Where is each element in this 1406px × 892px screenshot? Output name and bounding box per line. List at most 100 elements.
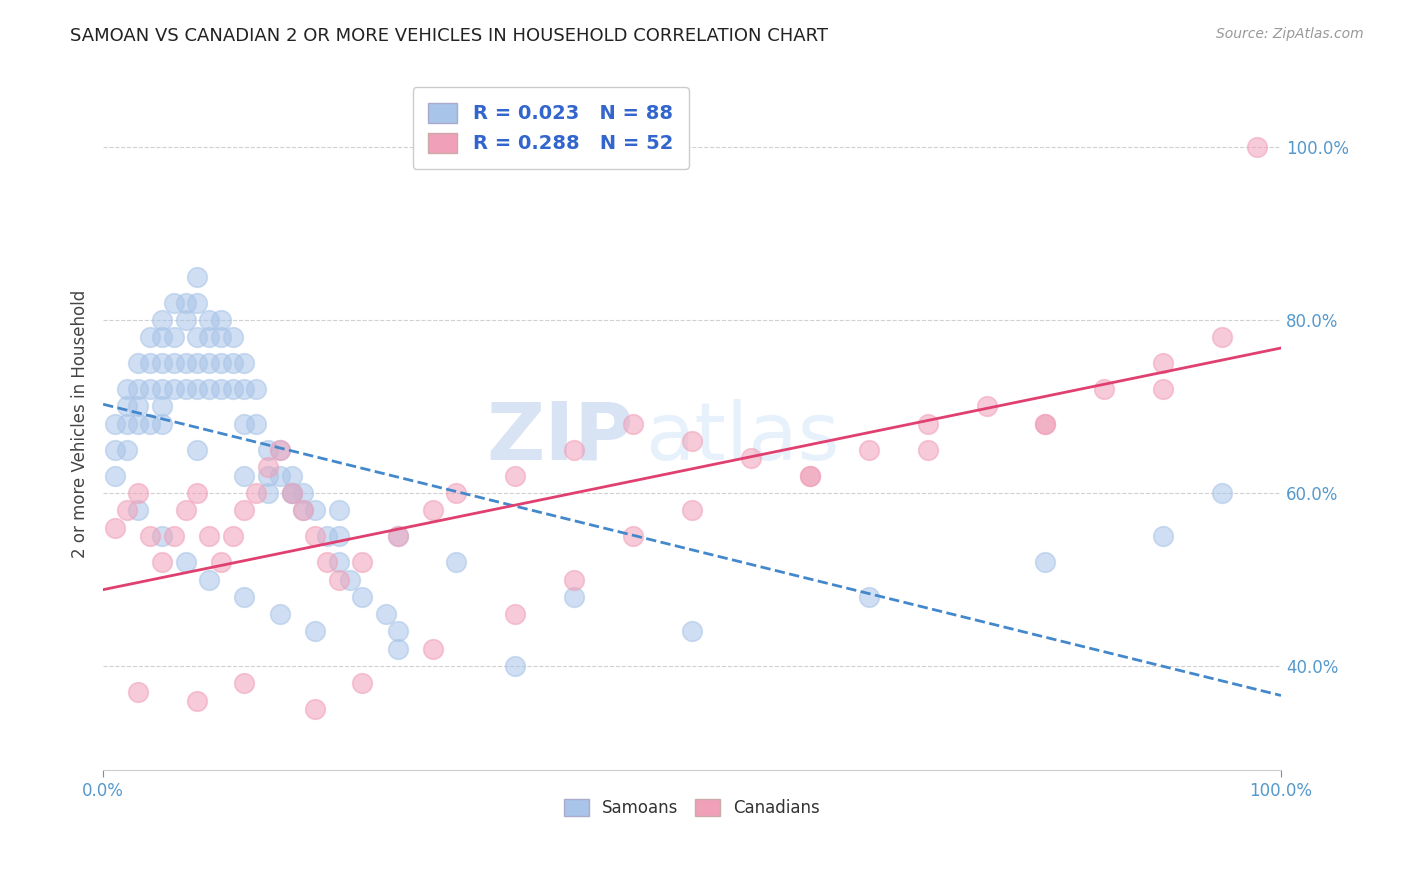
Point (186, 382, 208, 396)
Point (422, 641, 444, 656)
Point (1246, 139, 1268, 153)
Point (127, 685, 149, 699)
Point (257, 468, 280, 483)
Point (174, 555, 197, 569)
Point (186, 356, 208, 370)
Point (209, 382, 232, 396)
Point (1152, 529, 1174, 543)
Point (139, 356, 162, 370)
Legend: Samoans, Canadians: Samoans, Canadians (557, 792, 827, 824)
Point (174, 295, 197, 310)
Point (186, 694, 208, 708)
Point (233, 356, 256, 370)
Point (280, 486, 302, 500)
Point (257, 442, 280, 457)
Point (186, 330, 208, 344)
Point (562, 442, 585, 457)
Point (163, 295, 186, 310)
Point (163, 382, 186, 396)
Point (269, 442, 291, 457)
Point (387, 641, 409, 656)
Point (209, 356, 232, 370)
Point (1211, 330, 1233, 344)
Point (245, 382, 267, 396)
Point (163, 356, 186, 370)
Point (209, 330, 232, 344)
Point (280, 468, 302, 483)
Point (245, 486, 267, 500)
Point (292, 503, 315, 517)
Point (352, 676, 374, 690)
Point (799, 468, 821, 483)
Point (104, 417, 127, 431)
Point (221, 356, 243, 370)
Point (316, 555, 339, 569)
Point (115, 503, 138, 517)
Point (104, 468, 127, 483)
Point (1152, 382, 1174, 396)
Point (174, 356, 197, 370)
Text: Source: ZipAtlas.com: Source: ZipAtlas.com (1216, 27, 1364, 41)
Point (198, 573, 221, 587)
Point (127, 382, 149, 396)
Point (328, 529, 350, 543)
Point (104, 520, 127, 534)
Y-axis label: 2 or more Vehicles in Household: 2 or more Vehicles in Household (72, 290, 89, 558)
Point (858, 442, 880, 457)
Point (186, 269, 208, 284)
Point (198, 356, 221, 370)
Point (257, 486, 280, 500)
Point (917, 442, 939, 457)
Point (104, 442, 127, 457)
Point (387, 529, 409, 543)
Point (150, 555, 173, 569)
Point (127, 503, 149, 517)
Point (139, 382, 162, 396)
Point (233, 503, 256, 517)
Point (198, 382, 221, 396)
Text: ZIP: ZIP (486, 399, 633, 476)
Point (799, 468, 821, 483)
Point (150, 417, 173, 431)
Point (150, 313, 173, 327)
Point (150, 356, 173, 370)
Point (115, 400, 138, 414)
Point (352, 555, 374, 569)
Point (269, 442, 291, 457)
Point (233, 468, 256, 483)
Point (221, 382, 243, 396)
Point (209, 555, 232, 569)
Point (127, 356, 149, 370)
Point (269, 468, 291, 483)
Point (1092, 382, 1115, 396)
Point (740, 451, 762, 466)
Point (328, 503, 350, 517)
Point (1035, 555, 1057, 569)
Point (304, 503, 326, 517)
Point (257, 460, 280, 475)
Point (150, 529, 173, 543)
Point (115, 442, 138, 457)
Point (115, 382, 138, 396)
Text: SAMOAN VS CANADIAN 2 OR MORE VEHICLES IN HOUSEHOLD CORRELATION CHART: SAMOAN VS CANADIAN 2 OR MORE VEHICLES IN… (70, 27, 828, 45)
Point (292, 503, 315, 517)
Point (163, 330, 186, 344)
Point (233, 417, 256, 431)
Point (127, 400, 149, 414)
Point (505, 607, 527, 622)
Point (186, 442, 208, 457)
Point (1152, 356, 1174, 370)
Point (233, 382, 256, 396)
Point (150, 400, 173, 414)
Point (150, 330, 173, 344)
Point (446, 555, 468, 569)
Point (316, 529, 339, 543)
Point (304, 624, 326, 639)
Point (422, 503, 444, 517)
Point (174, 382, 197, 396)
Point (198, 529, 221, 543)
Point (233, 676, 256, 690)
Point (221, 529, 243, 543)
Point (174, 503, 197, 517)
Point (280, 486, 302, 500)
